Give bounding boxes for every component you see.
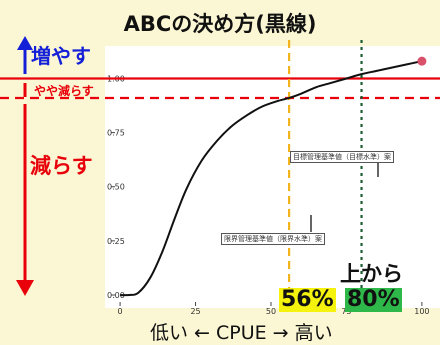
y-tick-label: 0.75	[107, 129, 125, 138]
zone-label-decrease: 減らす	[30, 154, 93, 178]
x-tick-label: 100	[414, 307, 429, 316]
zone-label-increase: 増やす	[31, 44, 91, 68]
percentile-56-badge: 56%	[279, 287, 336, 312]
zone-label-slight-decrease: やや減らす	[34, 84, 94, 98]
x-tick-label: 50	[266, 307, 276, 316]
chart-title: ABCの決め方(黒線)	[123, 12, 317, 36]
increase-arrow-head	[17, 36, 33, 50]
percentile-80-badge: 80%	[345, 287, 402, 312]
decrease-arrow-head	[16, 280, 34, 296]
y-tick-label: 0.50	[107, 183, 125, 192]
curve-end-point	[417, 56, 427, 66]
x-axis-label: 低い ← CPUE → 高い	[150, 322, 333, 344]
x-tick-label: 25	[190, 307, 200, 316]
target-reference-label: 目標管理基準値（目標水準）案	[290, 151, 394, 163]
y-tick-label: 0.25	[107, 237, 125, 246]
y-tick-label: 0.00	[107, 291, 125, 300]
x-tick-label: 0	[118, 307, 123, 316]
from-top-label: 上から	[340, 262, 403, 286]
plot-area	[105, 46, 440, 308]
limit-reference-label: 限界管理基準値（限界水準）案	[221, 233, 325, 245]
abc-curve-line	[120, 60, 423, 297]
